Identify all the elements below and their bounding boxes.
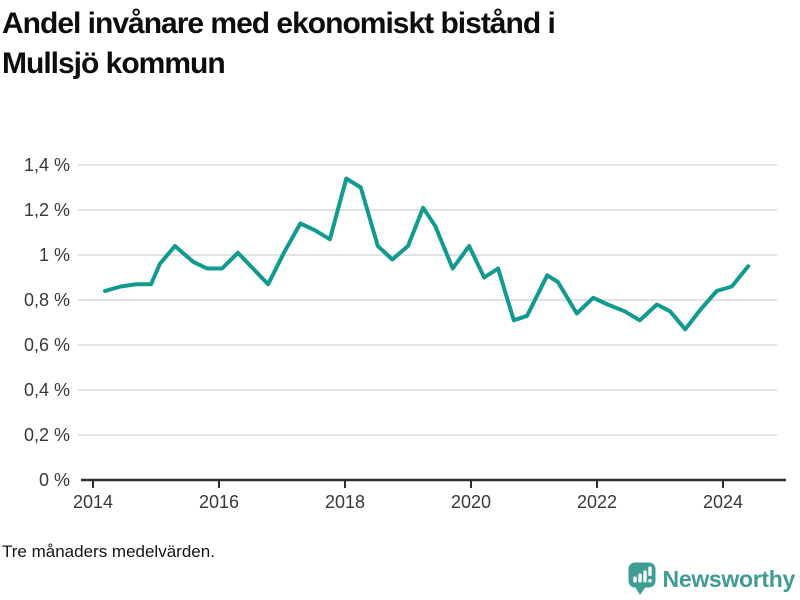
y-tick-label: 1 % [39,245,70,265]
x-tick-label: 2024 [703,492,743,512]
newsworthy-logo: Newsworthy [628,560,795,598]
x-tick-label: 2014 [73,492,113,512]
y-tick-label: 0,6 % [24,335,70,355]
newsworthy-logo-icon [628,562,656,595]
x-tick-label: 2020 [451,492,491,512]
chart-title-line2: Mullsjö kommun [2,47,226,80]
x-tick-label: 2016 [199,492,239,512]
x-tick-label: 2018 [325,492,365,512]
chart-footnote: Tre månaders medelvärden. [2,542,215,561]
chart-title-line1: Andel invånare med ekonomiskt bistånd i [2,7,556,40]
y-tick-label: 0 % [39,470,70,490]
y-tick-label: 1,2 % [24,200,70,220]
x-tick-label: 2022 [577,492,617,512]
data-line [103,176,751,332]
y-tick-label: 0,2 % [24,425,70,445]
newsworthy-logo-text: Newsworthy [662,565,796,592]
y-tick-label: 1,4 % [24,155,70,175]
y-tick-label: 0,8 % [24,290,70,310]
chart-title: Andel invånare med ekonomiskt bistånd i M… [2,4,662,84]
y-tick-label: 0,4 % [24,380,70,400]
